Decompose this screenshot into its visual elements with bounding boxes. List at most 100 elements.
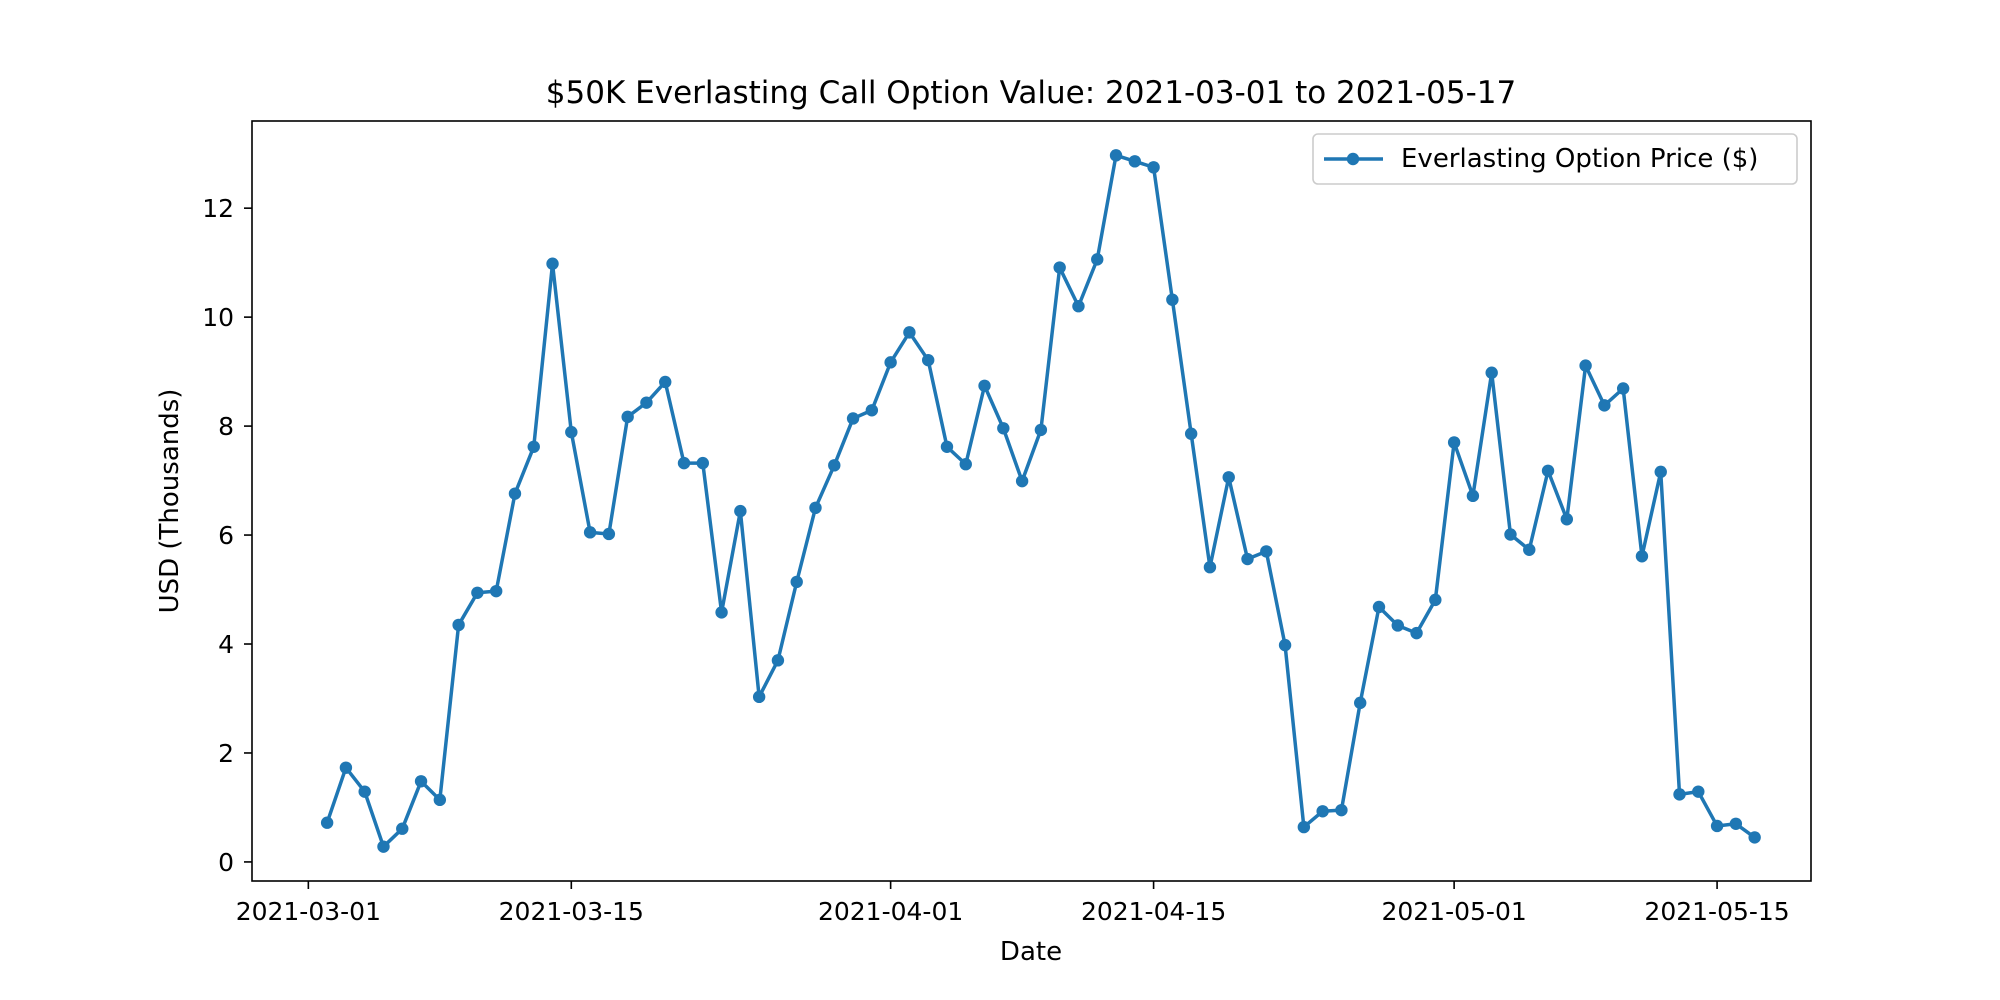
data-point <box>1297 820 1311 834</box>
legend-marker <box>1346 152 1360 166</box>
chart-title: $50K Everlasting Call Option Value: 2021… <box>546 75 1516 111</box>
data-point <box>677 456 691 470</box>
data-point <box>377 840 390 853</box>
data-point <box>1692 785 1705 798</box>
data-point <box>1166 293 1179 306</box>
data-point <box>846 412 860 425</box>
data-point <box>583 526 597 539</box>
y-tick-label: 10 <box>202 303 234 332</box>
data-point <box>1260 545 1273 558</box>
data-point <box>1579 359 1592 372</box>
data-point <box>527 440 540 453</box>
data-point <box>1654 465 1667 479</box>
y-tick-label: 0 <box>218 848 234 877</box>
data-point <box>959 458 972 471</box>
data-point <box>508 487 522 500</box>
data-point <box>640 396 653 409</box>
data-point <box>1053 261 1066 274</box>
data-point <box>1598 399 1611 412</box>
x-tick-label: 2021-05-01 <box>1381 897 1526 926</box>
data-point <box>1729 817 1743 830</box>
series-layer <box>320 149 1761 853</box>
data-point <box>1203 560 1217 574</box>
x-tick-label: 2021-04-01 <box>818 897 963 926</box>
data-point <box>1034 423 1048 437</box>
data-point <box>828 459 841 472</box>
data-point <box>1429 593 1442 607</box>
data-point <box>320 816 334 829</box>
data-point <box>602 527 616 541</box>
data-point <box>1241 552 1254 566</box>
plot-area <box>251 120 1812 882</box>
x-tick-label: 2021-04-15 <box>1081 897 1226 926</box>
data-point <box>1485 366 1498 379</box>
data-point <box>696 456 709 470</box>
data-point <box>433 793 447 807</box>
y-axis-label: USD (Thousands) <box>155 389 185 614</box>
data-point <box>997 422 1010 435</box>
data-point <box>1635 550 1649 563</box>
data-point <box>396 822 409 835</box>
data-point <box>1447 436 1461 449</box>
y-tick-label: 4 <box>218 630 234 659</box>
data-point <box>1335 803 1348 817</box>
x-axis-label: Date <box>1000 937 1062 967</box>
data-point <box>715 606 728 619</box>
data-point <box>978 379 991 392</box>
y-axis: 0 2 4 6 8 10 12 <box>202 194 252 877</box>
data-point <box>1015 474 1029 488</box>
data-point <box>339 761 353 774</box>
data-point <box>1316 805 1329 818</box>
data-point <box>1072 300 1085 313</box>
x-tick-label: 2021-03-15 <box>499 897 644 926</box>
data-point <box>1541 464 1555 477</box>
data-point <box>1410 626 1423 640</box>
data-point <box>489 584 503 598</box>
data-point <box>1354 696 1367 710</box>
data-point <box>1184 427 1198 440</box>
x-tick-label: 2021-03-01 <box>236 897 381 926</box>
data-point <box>358 785 371 798</box>
data-point <box>1466 489 1480 503</box>
data-point <box>659 375 672 389</box>
data-point <box>865 404 879 417</box>
data-point <box>1091 253 1104 266</box>
data-point <box>1128 155 1142 168</box>
data-point <box>1147 161 1160 174</box>
data-point <box>621 410 634 424</box>
y-tick-label: 2 <box>218 739 234 768</box>
data-point <box>1278 638 1292 652</box>
data-point <box>1710 819 1724 833</box>
data-point <box>471 586 484 599</box>
data-point <box>1748 831 1761 844</box>
data-point <box>1560 513 1574 526</box>
data-point <box>940 440 954 453</box>
data-point <box>452 618 465 632</box>
data-point <box>1391 619 1404 632</box>
data-point <box>1372 600 1386 614</box>
y-tick-label: 6 <box>218 521 234 550</box>
data-point <box>903 326 916 339</box>
legend-entry-label: Everlasting Option Price ($) <box>1401 144 1758 174</box>
data-point <box>809 501 822 515</box>
data-point <box>1109 149 1123 162</box>
data-point <box>734 504 747 518</box>
data-point <box>1222 471 1235 484</box>
data-point <box>884 356 897 369</box>
data-point <box>771 654 785 667</box>
data-point <box>921 353 935 367</box>
data-point <box>546 257 559 270</box>
legend: Everlasting Option Price ($) <box>1312 133 1798 185</box>
legend-box <box>1312 133 1798 185</box>
data-point <box>1504 528 1517 541</box>
data-point <box>1523 543 1536 556</box>
data-point <box>1673 788 1686 801</box>
data-point <box>790 575 803 589</box>
data-point <box>565 425 578 439</box>
data-point <box>1616 382 1630 395</box>
x-axis: 2021-03-01 2021-03-15 2021-04-01 2021-04-15… <box>236 881 1790 926</box>
data-point <box>752 690 766 704</box>
data-point <box>414 775 428 788</box>
x-tick-label: 2021-05-15 <box>1644 897 1789 926</box>
